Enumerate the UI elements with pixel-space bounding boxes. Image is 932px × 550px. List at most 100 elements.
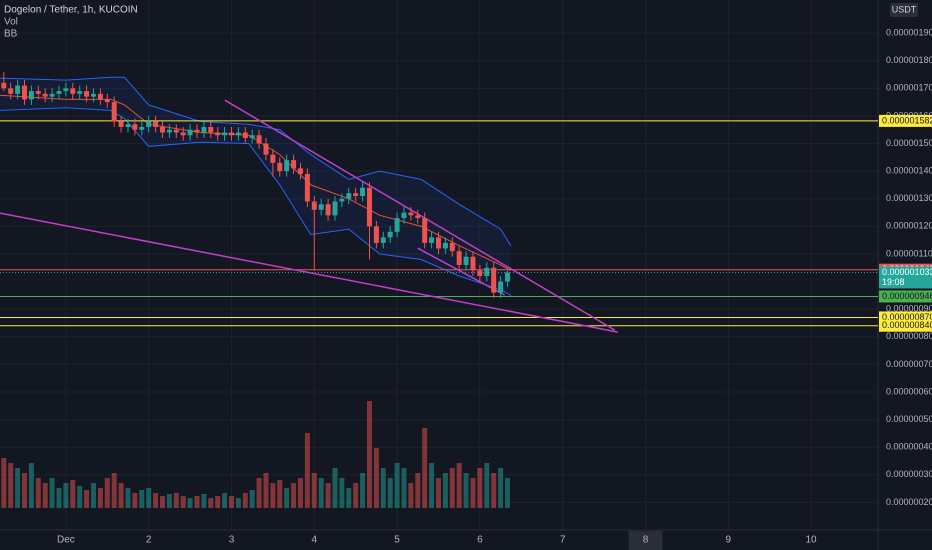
candle-body: [346, 193, 352, 199]
bb-upper: [0, 76, 512, 246]
price-countdown: 19:08: [882, 277, 905, 287]
currency-label[interactable]: USDT: [892, 4, 917, 14]
x-tick-label: Dec: [57, 535, 75, 546]
candle-body: [263, 143, 269, 155]
volume-bar: [173, 493, 179, 508]
volume-bar: [256, 478, 262, 508]
volume-bar: [215, 496, 221, 508]
candle-body: [180, 132, 186, 136]
candle-body: [415, 215, 421, 219]
candle-body: [422, 218, 428, 243]
volume-bar: [353, 483, 359, 508]
candle-body: [125, 124, 131, 127]
x-tick-label: 3: [229, 535, 235, 546]
x-tick-label: 10: [806, 535, 818, 546]
volume-bar: [477, 468, 483, 508]
candle-body: [470, 256, 476, 271]
candle-body: [118, 121, 124, 127]
candle-body: [429, 237, 435, 243]
volume-bar: [387, 478, 393, 508]
level-label-box: [879, 290, 932, 303]
volume-bar: [360, 473, 366, 508]
volume-bar: [97, 488, 103, 508]
volume-bar: [118, 483, 124, 508]
candle-body: [215, 132, 221, 136]
level-label: 0.000000946: [882, 291, 932, 301]
candle-body: [408, 212, 414, 216]
candle-body: [318, 204, 324, 210]
candle-body: [325, 204, 331, 216]
candle-body: [339, 198, 345, 202]
candle-body: [187, 129, 193, 136]
candle-body: [146, 121, 152, 127]
volume-bar: [491, 473, 497, 508]
volume-bar: [366, 401, 372, 508]
candle-body: [153, 121, 159, 127]
volume-bar: [228, 496, 234, 508]
volume-bar: [373, 448, 379, 508]
volume-bar: [297, 478, 303, 508]
candle-body: [373, 226, 379, 243]
candle-body: [235, 132, 241, 136]
trendline: [417, 247, 506, 296]
volume-bar: [208, 498, 214, 508]
volume-bar: [153, 493, 159, 508]
candle-body: [28, 91, 34, 100]
candle-body: [194, 129, 200, 133]
candle-body: [387, 231, 393, 238]
candle-body: [353, 193, 359, 196]
volume-bar: [304, 433, 310, 508]
volume-bar: [159, 496, 165, 508]
price-label: 0.000001033: [882, 267, 932, 277]
candle-body: [449, 242, 455, 252]
candle-body: [15, 85, 21, 94]
x-tick-label: 6: [477, 535, 483, 546]
indicator-label: Vol: [4, 17, 18, 28]
candle-body: [256, 135, 262, 144]
candle-body: [166, 129, 172, 133]
candle-body: [49, 93, 55, 97]
volume-bar: [270, 483, 276, 508]
volume-bar: [318, 478, 324, 508]
candle-body: [304, 173, 310, 202]
volume-bar: [277, 480, 283, 508]
volume-bar: [339, 478, 345, 508]
volume-bar: [84, 490, 90, 508]
candle-body: [70, 88, 76, 94]
candle-body: [139, 126, 145, 130]
candle-body: [90, 93, 96, 97]
candle-body: [484, 267, 490, 277]
candle-body: [132, 124, 138, 130]
x-tick-label: 4: [312, 535, 318, 546]
x-tick-label: 7: [560, 535, 566, 546]
volume-bar: [435, 478, 441, 508]
volume-bar: [325, 483, 331, 508]
indicator-label: BB: [4, 29, 18, 40]
currency-badge[interactable]: [890, 3, 918, 17]
candle-body: [504, 272, 510, 282]
volume-bar: [311, 473, 317, 508]
volume-bar: [408, 483, 414, 508]
level-label-box: [879, 114, 932, 127]
candle-body: [401, 212, 407, 219]
chart-title: Dogelon / Tether, 1h, KUCOIN: [4, 5, 138, 16]
volume-bar: [132, 493, 138, 508]
candle-body: [498, 281, 504, 293]
candle-body: [201, 126, 207, 133]
trendline: [0, 212, 619, 333]
volume-bar: [284, 488, 290, 508]
candle-body: [42, 93, 48, 97]
volume-bar: [463, 473, 469, 508]
volume-bar: [415, 473, 421, 508]
x-tick-label: 2: [146, 535, 152, 546]
candle-body: [270, 154, 276, 163]
volume-bar: [70, 480, 76, 508]
